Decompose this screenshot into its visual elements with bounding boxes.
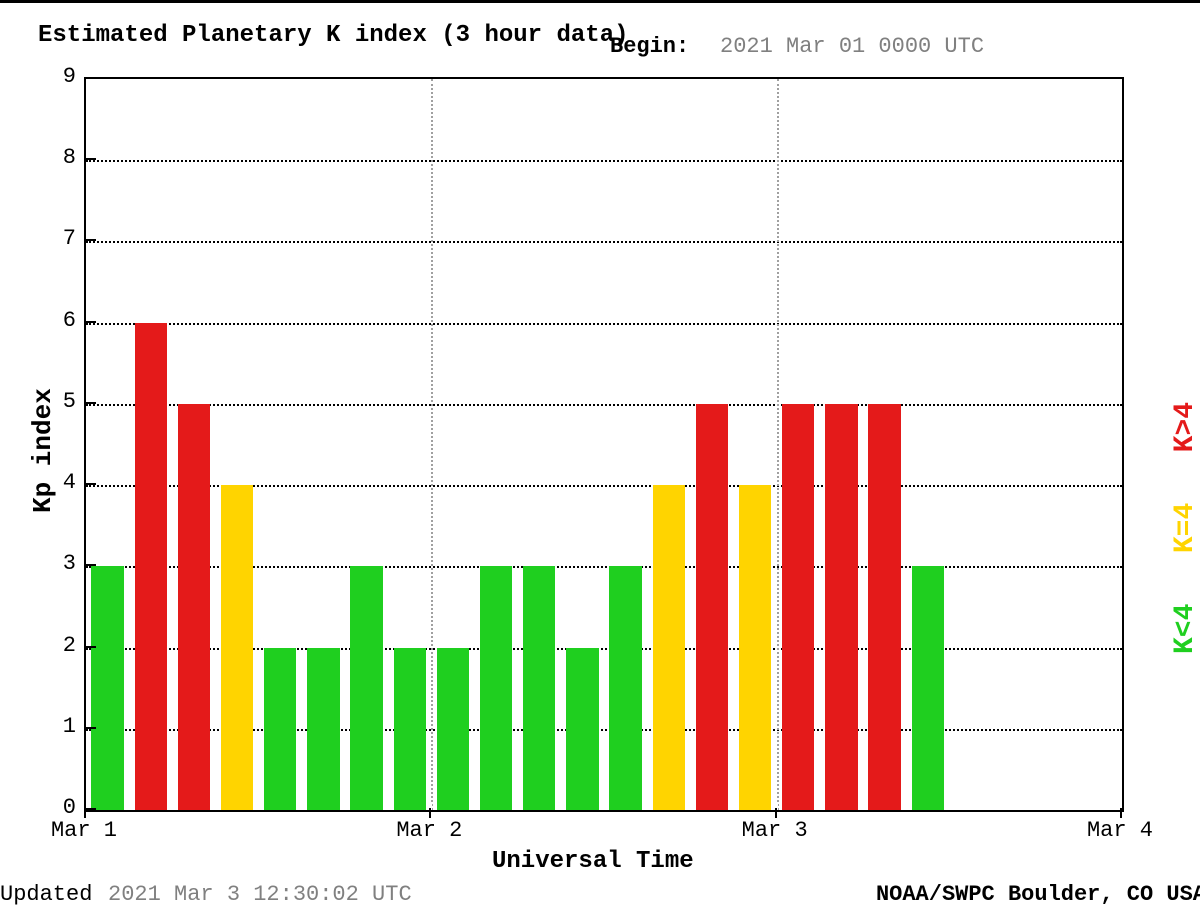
begin-value: 2021 Mar 01 0000 UTC <box>720 34 984 59</box>
x-minor-tick <box>603 802 605 810</box>
plot-area <box>84 77 1124 812</box>
x-minor-tick <box>819 802 821 810</box>
x-tick-label: Mar 4 <box>1070 818 1170 843</box>
y-tick-mark <box>84 158 96 160</box>
kp-bar <box>91 566 123 810</box>
chart-container: Estimated Planetary K index (3 hour data… <box>0 0 1200 913</box>
y-tick-mark <box>84 239 96 241</box>
x-tick-mark <box>1120 808 1122 818</box>
x-minor-tick <box>689 802 691 810</box>
kp-bar <box>221 485 253 810</box>
gridline-v <box>431 79 433 810</box>
x-axis-label: Universal Time <box>492 848 694 875</box>
kp-bar <box>264 648 296 810</box>
y-tick-label: 8 <box>46 145 76 170</box>
kp-bar <box>307 648 339 810</box>
x-minor-tick <box>560 802 562 810</box>
kp-bar <box>523 566 555 810</box>
kp-bar <box>135 323 167 810</box>
x-minor-tick <box>301 802 303 810</box>
kp-bar <box>566 648 598 810</box>
y-tick-label: 0 <box>46 795 76 820</box>
x-tick-mark <box>429 808 431 818</box>
kp-bar <box>437 648 469 810</box>
y-tick-mark <box>84 646 96 648</box>
y-tick-label: 6 <box>46 308 76 333</box>
x-minor-tick <box>215 802 217 810</box>
x-minor-tick <box>517 802 519 810</box>
x-minor-tick <box>474 802 476 810</box>
x-minor-tick <box>258 802 260 810</box>
updated-label: Updated <box>0 882 92 907</box>
y-tick-mark <box>84 564 96 566</box>
legend-item: K>4 <box>1170 402 1200 452</box>
x-minor-tick <box>733 802 735 810</box>
gridline-h <box>86 323 1122 325</box>
y-tick-label: 2 <box>46 633 76 658</box>
x-tick-mark <box>84 808 86 818</box>
chart-title: Estimated Planetary K index (3 hour data… <box>38 22 629 49</box>
y-tick-mark <box>84 727 96 729</box>
x-tick-label: Mar 3 <box>725 818 825 843</box>
y-tick-label: 7 <box>46 226 76 251</box>
gridline-h <box>86 404 1122 406</box>
x-minor-tick <box>128 802 130 810</box>
legend-text: K<4 K=4 K>4 <box>1170 402 1200 654</box>
x-minor-tick <box>171 802 173 810</box>
x-minor-tick <box>948 802 950 810</box>
kp-bar <box>696 404 728 810</box>
y-tick-label: 9 <box>46 64 76 89</box>
updated-value: 2021 Mar 3 12:30:02 UTC <box>108 882 412 907</box>
x-minor-tick <box>1078 802 1080 810</box>
x-minor-tick <box>646 802 648 810</box>
gridline-h <box>86 160 1122 162</box>
kp-bar <box>350 566 382 810</box>
y-tick-label: 4 <box>46 470 76 495</box>
y-tick-mark <box>84 402 96 404</box>
x-minor-tick <box>862 802 864 810</box>
x-minor-tick <box>905 802 907 810</box>
kp-bar <box>394 648 426 810</box>
x-tick-label: Mar 2 <box>379 818 479 843</box>
legend-item: K<4 <box>1170 604 1200 654</box>
top-border <box>0 0 1200 3</box>
y-tick-label: 5 <box>46 389 76 414</box>
x-minor-tick <box>344 802 346 810</box>
source-credit: NOAA/SWPC Boulder, CO USA <box>876 882 1200 907</box>
kp-bar <box>739 485 771 810</box>
x-minor-tick <box>387 802 389 810</box>
kp-bar <box>178 404 210 810</box>
x-tick-label: Mar 1 <box>34 818 134 843</box>
x-minor-tick <box>1035 802 1037 810</box>
y-tick-label: 1 <box>46 714 76 739</box>
kp-bar <box>868 404 900 810</box>
legend-item: K=4 <box>1170 503 1200 553</box>
y-tick-mark <box>84 483 96 485</box>
begin-label: Begin: <box>610 34 689 59</box>
y-tick-label: 3 <box>46 551 76 576</box>
kp-bar <box>912 566 944 810</box>
y-tick-mark <box>84 321 96 323</box>
kp-bar <box>480 566 512 810</box>
kp-bar <box>825 404 857 810</box>
gridline-v <box>777 79 779 810</box>
kp-bar <box>609 566 641 810</box>
kp-bar <box>782 404 814 810</box>
y-tick-mark <box>84 77 96 79</box>
x-tick-mark <box>775 808 777 818</box>
gridline-h <box>86 241 1122 243</box>
kp-bar <box>653 485 685 810</box>
x-minor-tick <box>992 802 994 810</box>
